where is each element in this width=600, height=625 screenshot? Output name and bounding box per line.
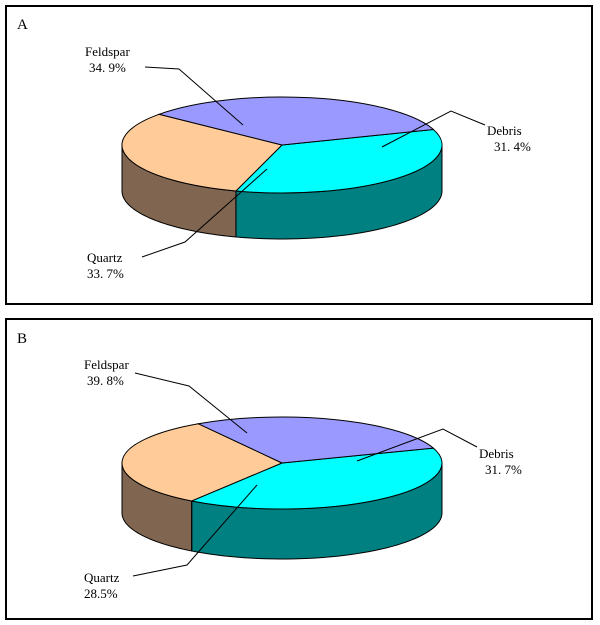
pie-a-slices — [121, 96, 443, 240]
panel-label-a: A — [17, 17, 28, 33]
chart-panel-a: A Feldspar 34. 9% Debris 31. 4% Quartz 3… — [5, 5, 593, 305]
pie-chart-a: A Feldspar 34. 9% Debris 31. 4% Quartz 3… — [17, 17, 531, 281]
pie-a-slice-feldspar — [234, 128, 443, 194]
label-b-quartz-value: 28.5% — [84, 586, 118, 601]
label-a-debris-name: Debris — [487, 123, 522, 138]
leader-b-debris — [356, 428, 478, 462]
leader-b-quartz — [132, 484, 258, 577]
pie-b-slices — [121, 416, 443, 560]
label-b-debris-name: Debris — [479, 446, 514, 461]
label-a-quartz-name: Quartz — [87, 250, 123, 265]
label-a-quartz-value: 33. 7% — [87, 266, 124, 281]
panel-label-b: B — [17, 331, 27, 347]
pie-b-slice-quartz — [196, 416, 435, 464]
pie-b-slice-debris — [121, 423, 284, 502]
chart-panel-b: B Feldspar 39. 8% Debris 31. 7% Quartz 2… — [5, 318, 593, 620]
leader-b-feldspar — [134, 372, 248, 434]
label-b-feldspar-name: Feldspar — [84, 357, 129, 372]
label-a-debris-value: 31. 4% — [494, 139, 531, 154]
label-b-debris-value: 31. 7% — [485, 462, 522, 477]
label-b-quartz-name: Quartz — [84, 570, 120, 585]
pie-a-slice-quartz — [157, 96, 435, 146]
pie-a-slice-debris — [121, 113, 283, 192]
label-a-feldspar-value: 34. 9% — [89, 60, 126, 75]
leader-a-debris — [381, 110, 486, 148]
label-b-feldspar-value: 39. 8% — [87, 373, 124, 388]
pie-b-slice-feldspar — [189, 447, 443, 510]
leader-a-feldspar — [144, 66, 244, 126]
leader-a-quartz — [141, 168, 268, 258]
label-a-feldspar-name: Feldspar — [85, 44, 130, 59]
pie-chart-b: B Feldspar 39. 8% Debris 31. 7% Quartz 2… — [17, 331, 522, 601]
